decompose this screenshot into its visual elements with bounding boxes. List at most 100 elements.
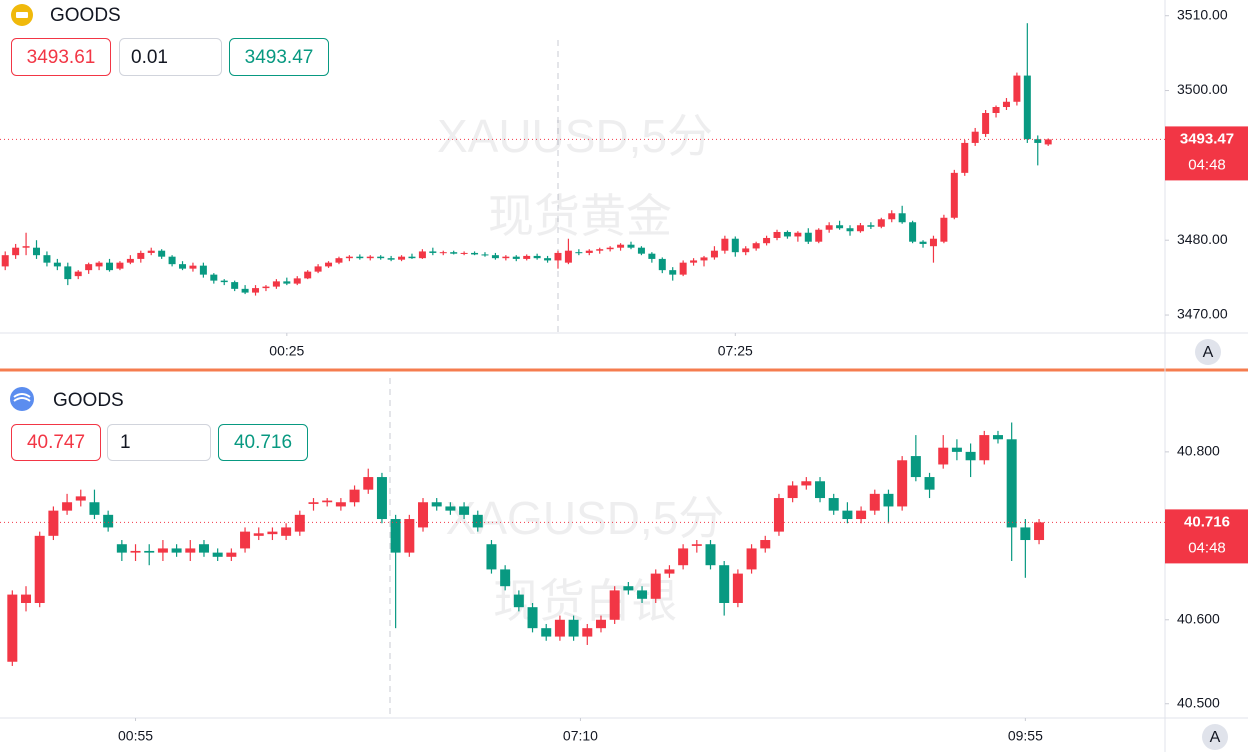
candle-body [512,256,520,259]
candle-body [231,282,239,289]
candle-body [888,213,896,220]
candle-body [75,496,86,501]
y-tick-label: 40.800 [1177,443,1220,459]
candle-body [752,243,760,249]
candle-body [126,258,134,263]
scale-button[interactable] [1195,339,1221,365]
candle-body [431,502,442,507]
candle-body [22,246,30,248]
candle-body [116,544,127,553]
candle-body [308,502,319,504]
candle-body [459,506,470,515]
candle-body [533,255,541,259]
candle-body [965,451,976,461]
candle-body [527,607,538,629]
candle-body [883,493,894,507]
y-tick-label: 40.600 [1177,610,1220,626]
candle-body [398,256,406,260]
spread[interactable]: 1 [120,432,131,453]
candle-body [700,257,708,261]
candle-body [168,256,176,265]
candle-body [33,247,41,256]
candle-body [253,533,264,536]
candle-body [742,248,750,253]
candle-body [12,247,20,256]
y-tick-label: 3480.00 [1177,231,1228,247]
y-tick-label: 40.500 [1177,694,1220,710]
candle-body [366,256,374,259]
candle-body [554,619,565,637]
candle-body [158,250,166,257]
candle-body [335,258,343,263]
price-tag [1165,509,1248,564]
candle-body [869,493,880,511]
spread[interactable]: 0.01 [131,47,168,68]
scale-button-label[interactable]: A [1210,729,1221,746]
countdown-label: 04:48 [1188,156,1226,173]
candle-body [390,519,401,553]
candle-body [763,237,771,244]
candle-body [664,569,675,574]
candle-body [609,590,620,620]
candle-body [472,514,483,528]
quantity-box[interactable] [107,424,211,461]
candle-body [919,241,927,244]
candle-body [439,252,447,254]
candle-body [1044,139,1052,145]
bid-box[interactable] [11,424,101,461]
candle-body [909,222,917,242]
quantity-box[interactable] [119,38,222,76]
scale-button-label[interactable]: A [1203,344,1214,361]
candle-body [95,262,103,267]
candle-body [992,107,1000,113]
candle-body [491,255,499,259]
candle-body [450,252,458,254]
candle-body [773,498,784,532]
candle-body [64,266,72,280]
candle-body [710,250,718,258]
candle-body [595,619,606,629]
candle-body [486,544,497,570]
candle-body [89,502,100,515]
ask-price[interactable]: 40.716 [234,432,292,453]
bid-price[interactable]: 3493.61 [27,47,96,68]
candle-body [825,225,833,230]
candle-body [877,219,885,227]
candle-body [950,172,958,218]
ask-box[interactable] [218,424,308,461]
candle-body [198,544,209,553]
candle-body [103,514,114,528]
ask-price[interactable]: 3493.47 [245,47,314,68]
candle-body [787,485,798,499]
candle-body [719,565,730,603]
candle-body [606,247,614,250]
candle-body [979,435,990,461]
x-tick-label: 07:25 [718,343,753,359]
candle-body [992,435,1003,440]
ask-box[interactable] [229,38,329,76]
scale-button[interactable] [1202,724,1228,750]
candle-body [1034,522,1045,541]
candle-body [272,281,280,287]
candle-body [910,456,921,478]
candle-body [189,265,197,269]
price-tag-label: 40.716 [1184,513,1230,530]
candle-body [721,238,729,251]
candle-body [982,112,990,134]
candle-body [345,256,353,259]
candle-body [356,256,364,259]
candle-body [575,252,583,254]
bid-box[interactable] [11,38,111,76]
candle-body [74,271,82,277]
candle-body [669,270,677,275]
candle-body [240,531,251,549]
candle-body [179,264,187,269]
bid-price[interactable]: 40.747 [27,432,85,453]
candle-body [7,594,18,662]
candle-body [746,548,757,570]
candle-body [804,232,812,242]
symbol-name[interactable]: GOODS [50,5,121,26]
y-tick-label: 3500.00 [1177,81,1228,97]
candle-body [544,258,552,261]
symbol-name[interactable]: GOODS [53,390,124,411]
